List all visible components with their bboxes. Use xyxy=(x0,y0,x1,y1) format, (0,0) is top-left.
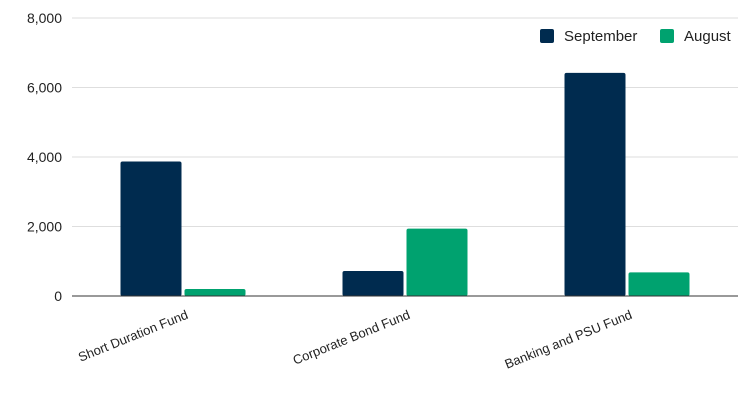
legend-swatch-september[interactable] xyxy=(540,29,554,43)
bar-september-2[interactable] xyxy=(342,270,404,296)
y-tick-labels: 0 2,000 4,000 6,000 8,000 xyxy=(27,10,62,304)
legend-swatch-august[interactable] xyxy=(660,29,674,43)
y-tick-label: 4,000 xyxy=(27,149,62,165)
x-tick-labels: Short Duration Fund Corporate Bond Fund Ba… xyxy=(76,307,634,372)
gridlines xyxy=(72,17,738,227)
y-tick-label: 2,000 xyxy=(27,219,62,235)
y-tick-label: 0 xyxy=(54,288,62,304)
legend-label-september[interactable]: September xyxy=(564,28,637,45)
y-tick-label: 8,000 xyxy=(27,10,62,26)
bar-august-2[interactable] xyxy=(406,228,468,296)
bar-august-3[interactable] xyxy=(628,272,690,296)
bar-august-1[interactable] xyxy=(184,289,246,296)
y-tick-label: 6,000 xyxy=(27,80,62,96)
x-tick-label: Short Duration Fund xyxy=(76,307,190,365)
bars xyxy=(120,72,690,296)
legend: September August xyxy=(540,28,732,45)
bar-september-1[interactable] xyxy=(120,161,182,296)
legend-label-august[interactable]: August xyxy=(684,28,732,45)
x-tick-label: Banking and PSU Fund xyxy=(503,307,635,372)
x-tick-label: Corporate Bond Fund xyxy=(291,307,413,368)
bar-september-3[interactable] xyxy=(564,72,626,296)
